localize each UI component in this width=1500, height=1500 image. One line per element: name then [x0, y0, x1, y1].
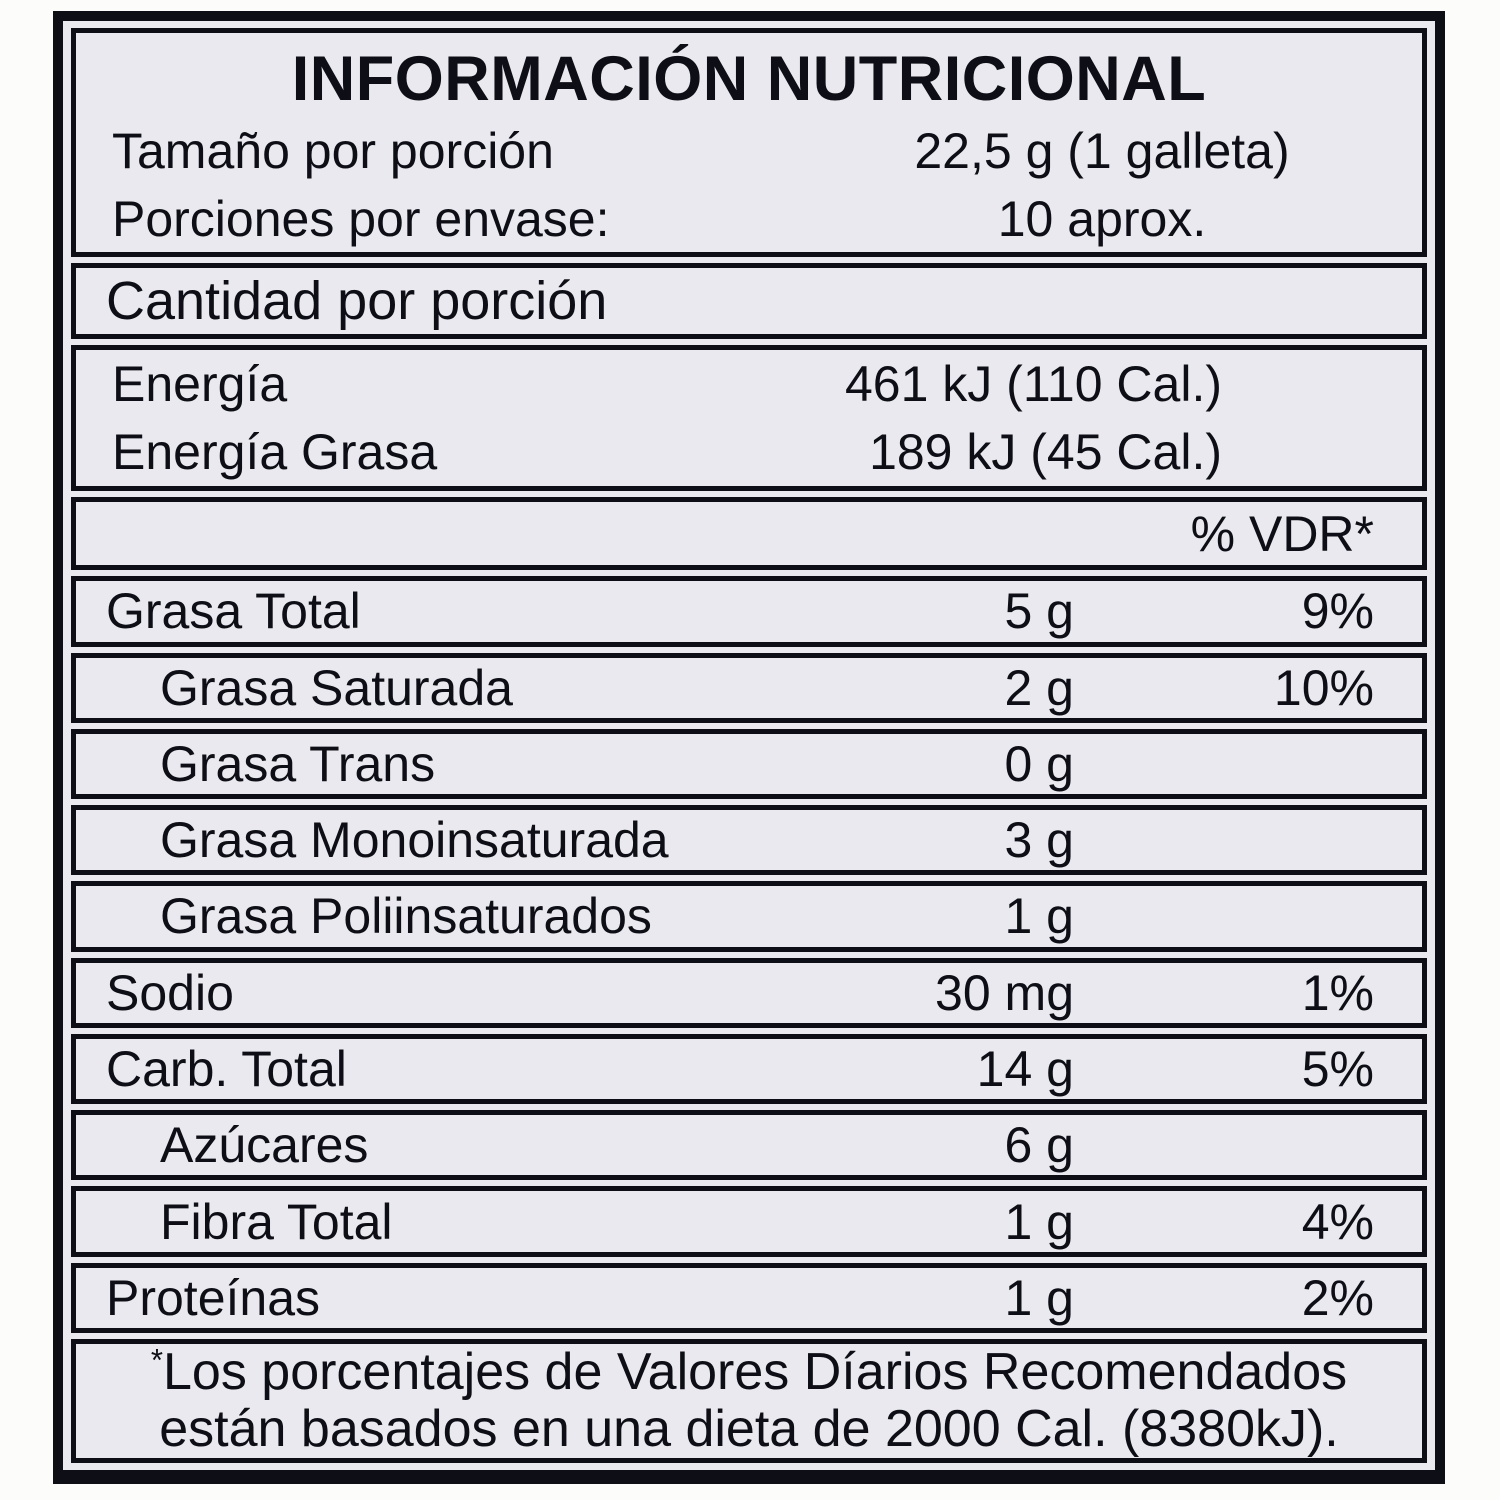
- nutrient-vdr: 2%: [1301, 1269, 1374, 1326]
- footnote-line-1: *Los porcentajes de Valores Díarios Reco…: [150, 1342, 1348, 1402]
- servings-per-container-row: Porciones por envase: 10 aprox.: [76, 185, 1422, 253]
- table-row-sodium: Sodio 30 mg 1%: [71, 957, 1427, 1028]
- nutrient-amount: 1 g: [1004, 1193, 1074, 1250]
- nutrient-amount: 6 g: [1004, 1117, 1074, 1174]
- header-section: INFORMACIÓN NUTRICIONAL Tamaño por porci…: [71, 28, 1427, 258]
- nutrient-amount: 3 g: [1004, 812, 1074, 869]
- serving-size-value: 22,5 g (1 galleta): [914, 122, 1290, 179]
- nutrient-amount: 0 g: [1004, 735, 1074, 792]
- nutrient-label: Carb. Total: [106, 1041, 347, 1098]
- nutrient-label: Grasa Trans: [160, 735, 436, 792]
- table-row-sugars: Azúcares 6 g: [71, 1110, 1427, 1181]
- table-row-trans-fat: Grasa Trans 0 g: [71, 728, 1427, 800]
- footnote-asterisk: *: [150, 1342, 163, 1378]
- table-row-total-carbohydrate: Carb. Total 14 g 5%: [71, 1033, 1427, 1105]
- nutrient-vdr: 4%: [1301, 1193, 1374, 1250]
- energy-fat-row: Energía Grasa 189 kJ (45 Cal.): [76, 418, 1422, 486]
- nutrient-label: Grasa Saturada: [160, 659, 513, 716]
- nutrient-amount: 14 g: [976, 1041, 1074, 1098]
- table-row-saturated-fat: Grasa Saturada 2 g 10%: [71, 652, 1427, 723]
- nutrient-amount: 5 g: [1004, 583, 1074, 640]
- table-row-total-fat: Grasa Total 5 g 9%: [71, 576, 1427, 647]
- table-row-monounsaturated-fat: Grasa Monoinsaturada 3 g: [71, 805, 1427, 876]
- table-row-protein: Proteínas 1 g 2%: [71, 1262, 1427, 1334]
- label-title: INFORMACIÓN NUTRICIONAL: [291, 44, 1207, 114]
- nutrient-label: Grasa Poliinsaturados: [160, 888, 652, 945]
- energy-row: Energía 461 kJ (110 Cal.): [76, 350, 1422, 418]
- serving-size-row: Tamaño por porción 22,5 g (1 galleta): [76, 117, 1422, 185]
- serving-size-label: Tamaño por porción: [112, 122, 554, 179]
- nutrient-amount: 1 g: [1004, 888, 1074, 945]
- nutrient-label: Grasa Total: [106, 583, 361, 640]
- nutrient-amount: 30 mg: [935, 964, 1074, 1021]
- energy-value: 461 kJ (110 Cal.): [844, 355, 1222, 412]
- vdr-header: % VDR*: [1190, 505, 1374, 562]
- nutrient-vdr: 9%: [1301, 583, 1374, 640]
- footnote-section: *Los porcentajes de Valores Díarios Reco…: [71, 1339, 1427, 1464]
- nutrient-amount: 1 g: [1004, 1269, 1074, 1326]
- nutrient-vdr: 5%: [1301, 1041, 1374, 1098]
- nutrient-label: Azúcares: [160, 1117, 369, 1174]
- nutrition-label: INFORMACIÓN NUTRICIONAL Tamaño por porci…: [53, 11, 1445, 1484]
- energy-section: Energía 461 kJ (110 Cal.) Energía Grasa …: [71, 344, 1427, 491]
- servings-per-container-value: 10 aprox.: [997, 190, 1207, 247]
- energy-fat-label: Energía Grasa: [112, 423, 438, 480]
- energy-fat-value: 189 kJ (45 Cal.): [869, 423, 1222, 480]
- nutrient-vdr: 1%: [1301, 964, 1374, 1021]
- vdr-header-section: % VDR*: [71, 496, 1427, 571]
- amount-per-serving-header: Cantidad por porción: [106, 270, 608, 331]
- table-row-total-fiber: Fibra Total 1 g 4%: [71, 1186, 1427, 1257]
- amount-per-serving-section: Cantidad por porción: [71, 263, 1427, 339]
- table-row-polyunsaturated-fat: Grasa Poliinsaturados 1 g: [71, 881, 1427, 952]
- nutrient-label: Proteínas: [106, 1269, 321, 1326]
- nutrient-label: Grasa Monoinsaturada: [160, 812, 669, 869]
- nutrient-label: Sodio: [106, 964, 234, 1021]
- nutrient-amount: 2 g: [1004, 659, 1074, 716]
- servings-per-container-label: Porciones por envase:: [112, 190, 610, 247]
- nutrient-label: Fibra Total: [160, 1193, 393, 1250]
- energy-label: Energía: [112, 355, 288, 412]
- nutrient-vdr: 10%: [1273, 659, 1374, 716]
- footnote-line-2: están basados en una dieta de 2000 Cal. …: [159, 1400, 1339, 1459]
